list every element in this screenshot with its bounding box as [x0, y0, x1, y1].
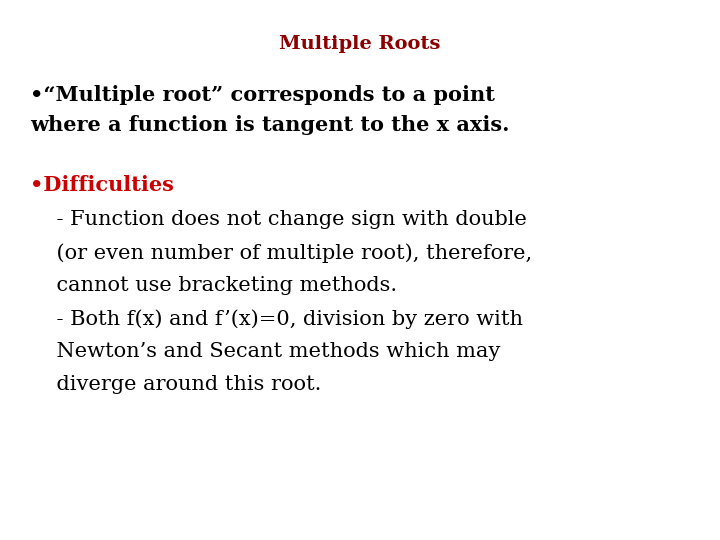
Text: •Difficulties: •Difficulties	[30, 175, 174, 195]
Text: cannot use bracketing methods.: cannot use bracketing methods.	[30, 276, 397, 295]
Text: diverge around this root.: diverge around this root.	[30, 375, 321, 394]
Text: •“Multiple root” corresponds to a point: •“Multiple root” corresponds to a point	[30, 85, 495, 105]
Text: Newton’s and Secant methods which may: Newton’s and Secant methods which may	[30, 342, 500, 361]
Text: - Function does not change sign with double: - Function does not change sign with dou…	[30, 210, 527, 229]
Text: Multiple Roots: Multiple Roots	[279, 35, 441, 53]
Text: where a function is tangent to the x axis.: where a function is tangent to the x axi…	[30, 115, 510, 135]
Text: - Both f(x) and f’(x)=0, division by zero with: - Both f(x) and f’(x)=0, division by zer…	[30, 309, 523, 329]
Text: (or even number of multiple root), therefore,: (or even number of multiple root), there…	[30, 243, 532, 262]
